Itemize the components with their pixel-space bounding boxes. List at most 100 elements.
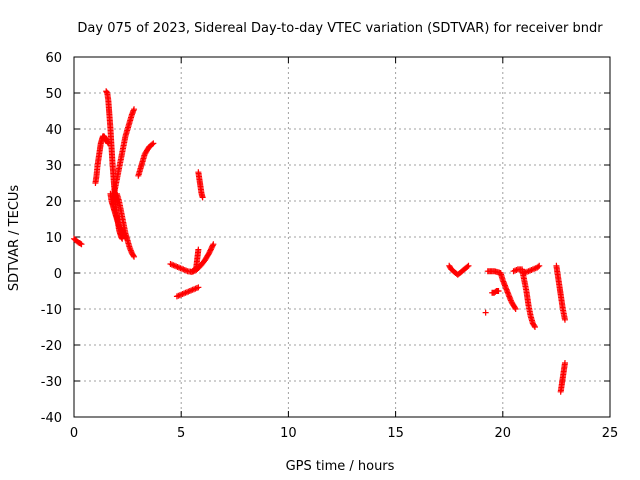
data-point [126,120,133,127]
data-point [464,263,471,270]
y-tick-label: 40 [45,123,62,138]
data-point [185,288,192,295]
data-point [195,264,202,271]
y-tick-label: 10 [45,231,62,246]
data-point [528,267,535,273]
axis-ticks [73,56,611,418]
data-point [511,304,518,311]
data-point [511,303,518,310]
data-point [482,309,489,316]
data-point [126,243,133,250]
data-point [209,243,216,250]
data-point [124,236,131,243]
data-point [536,262,543,269]
x-tick-label: 5 [177,426,185,441]
data-series-12 [482,309,489,316]
data-point [199,193,206,200]
y-tick-label: 20 [45,195,62,210]
y-axis-label: SDTVAR / TECUs [7,185,22,292]
data-point [142,150,149,156]
data-series-9 [188,241,217,275]
data-point [181,290,188,297]
data-point [530,321,537,328]
data-point [120,145,127,152]
y-tick-label: 60 [45,51,62,66]
data-point [117,156,124,163]
data-series-14 [484,268,519,312]
data-point [520,275,527,282]
data-point [209,242,216,249]
y-tick-label: -10 [41,303,62,318]
data-point [446,264,453,270]
data-point [118,234,125,241]
data-point [128,113,135,120]
data-points [71,88,568,395]
data-series-17 [553,262,568,323]
data-point [183,267,190,274]
chart-title: Day 075 of 2023, Sidereal Day-to-day VTE… [77,21,603,36]
data-series-13 [489,288,502,296]
data-series-0 [71,235,85,248]
y-tick-label: 30 [45,159,62,174]
data-point [200,259,207,266]
y-tick-label: -40 [41,411,62,426]
data-point [531,322,538,329]
grid-lines [74,57,610,417]
y-tick-label: -30 [41,375,62,390]
data-point [149,141,156,148]
data-point [524,268,531,275]
x-tick-labels: 0 5 10 15 20 25 [70,426,618,441]
data-series-11 [446,262,472,278]
data-point [130,107,137,114]
x-tick-label: 0 [70,426,78,441]
y-tick-label: -20 [41,339,62,354]
data-point [499,275,506,282]
data-point [193,285,200,291]
data-point [130,252,137,259]
data-point [535,263,542,270]
data-series-18 [557,360,568,395]
data-point [113,177,120,184]
data-point [195,248,202,255]
data-series-15 [510,266,538,330]
data-point [176,292,183,299]
data-point [76,239,83,246]
y-tick-labels: -40 -30 -20 -10 0 10 20 30 40 50 60 [41,51,62,426]
data-series-16 [521,262,543,276]
x-tick-label: 20 [495,426,512,441]
data-point [174,264,181,270]
data-point [204,252,211,259]
data-series-10 [173,284,202,300]
data-point [115,167,122,174]
data-point [178,265,185,272]
data-point [122,134,129,141]
data-point [503,286,510,293]
data-series-4 [109,106,138,204]
data-point [115,196,122,203]
data-point [141,152,148,159]
data-point [120,218,127,225]
data-point [529,318,536,325]
data-point [527,311,534,318]
x-axis-label: GPS time / hours [286,459,395,474]
data-series-7 [195,169,206,201]
y-tick-label: 0 [54,267,62,282]
data-point [494,288,501,294]
data-point [124,127,131,134]
data-series-5 [113,190,138,260]
data-point [137,167,144,174]
data-point [561,361,568,368]
data-series-1 [92,133,112,186]
x-tick-label: 10 [280,426,297,441]
data-series-6 [135,140,157,179]
data-point [122,228,129,235]
data-point [144,146,151,153]
y-tick-label: 50 [45,87,62,102]
data-point [170,262,177,269]
data-point [129,251,136,258]
data-point [117,207,124,214]
data-point [189,286,196,293]
data-point [139,159,146,166]
data-point [561,315,568,322]
